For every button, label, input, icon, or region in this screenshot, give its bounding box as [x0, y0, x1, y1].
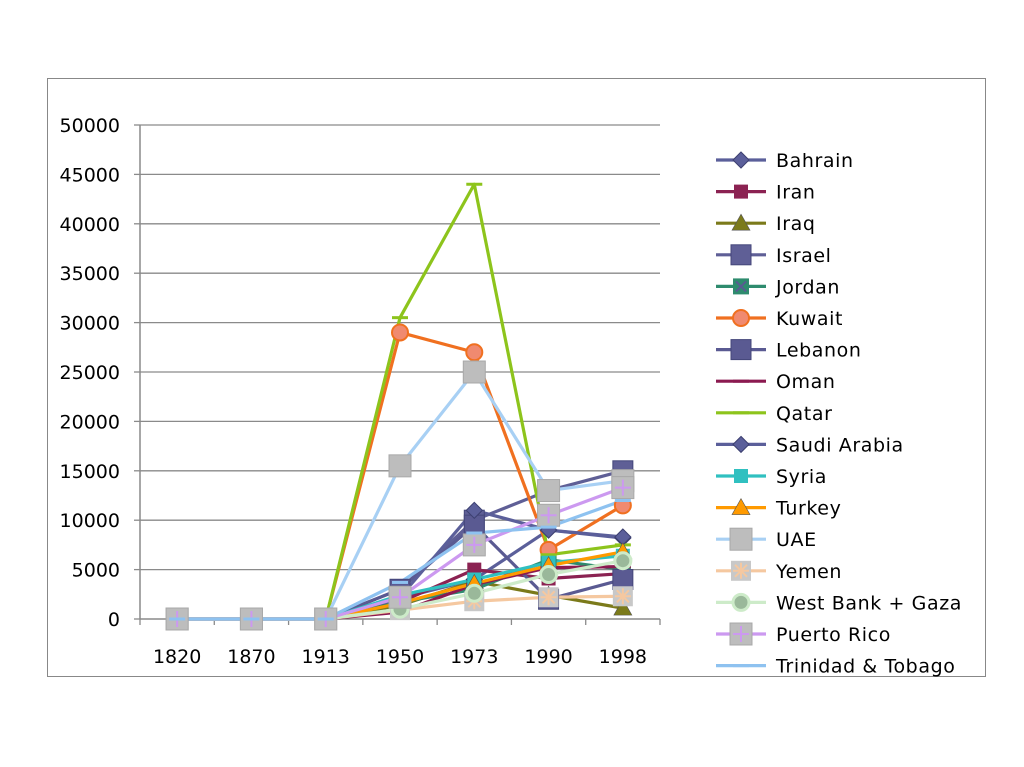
- y-tick-label: 30000: [60, 313, 120, 335]
- legend-swatch-marker: [733, 278, 749, 295]
- legend-label: Israel: [776, 245, 832, 267]
- data-point-yemen: [538, 587, 559, 608]
- data-point-puerto-rico: [611, 476, 635, 500]
- x-tick-label: 1973: [450, 646, 498, 668]
- y-tick-label: 40000: [60, 214, 120, 236]
- data-point-west-bank-gaza: [464, 583, 484, 603]
- data-point-puerto-rico: [537, 503, 561, 527]
- legend-swatch-marker: [734, 469, 748, 483]
- x-tick-label: 1990: [524, 646, 572, 668]
- legend-label: UAE: [776, 529, 817, 551]
- series-markers: [165, 182, 635, 631]
- legend-label: Saudi Arabia: [776, 434, 904, 456]
- legend-item-jordan: Jordan: [716, 276, 840, 298]
- legend-swatch-marker: [731, 497, 751, 515]
- legend-item-lebanon: Lebanon: [716, 339, 862, 362]
- legend-swatch-marker: [732, 309, 750, 327]
- legend-swatch-marker: [731, 560, 751, 581]
- legend-label: Oman: [776, 371, 836, 393]
- legend: Bahrain Iran Iraq Israel Jordan Kuwait Lebanon…: [716, 150, 962, 678]
- legend-swatch-marker: [730, 244, 752, 266]
- data-point-uae: [388, 454, 412, 478]
- legend-item-saudi-arabia: Saudi Arabia: [716, 434, 904, 456]
- legend-label: Trinidad & Tobago: [775, 656, 955, 678]
- y-tick-label: 5000: [72, 560, 120, 582]
- legend-label: Iran: [776, 182, 816, 204]
- x-tick-label: 1998: [599, 646, 647, 668]
- data-point-west-bank-gaza: [539, 565, 559, 585]
- legend-swatch-marker: [731, 592, 751, 612]
- legend-label: Iraq: [776, 213, 816, 235]
- data-point-kuwait: [391, 323, 409, 342]
- legend-label: West Bank + Gaza: [776, 592, 962, 614]
- y-tick-label: 25000: [60, 362, 120, 384]
- data-point-puerto-rico: [388, 585, 412, 609]
- x-tick-label: 1950: [376, 646, 424, 668]
- line-chart: 0 5000 10000 15000 20000 25000 30000 35000 40000…: [60, 115, 962, 678]
- legend-swatch-marker: [732, 151, 750, 169]
- legend-label: Turkey: [775, 498, 841, 520]
- legend-swatch-marker: [731, 213, 751, 231]
- data-point-saudi-arabia: [465, 501, 483, 520]
- legend-item-west-bank-gaza: West Bank + Gaza: [716, 592, 962, 614]
- legend-label: Bahrain: [776, 150, 854, 172]
- chart-frame: 0 5000 10000 15000 20000 25000 30000 35000 40000…: [47, 78, 986, 678]
- legend-label: Yemen: [775, 561, 842, 583]
- y-tick-label: 20000: [60, 411, 120, 433]
- y-tick-label: 45000: [60, 164, 120, 186]
- legend-swatch-marker: [734, 184, 748, 199]
- legend-item-kuwait: Kuwait: [716, 308, 843, 330]
- legend-item-syria: Syria: [716, 466, 827, 488]
- legend-item-iraq: Iraq: [716, 213, 816, 235]
- y-tick-label: 10000: [60, 510, 120, 532]
- legend-swatch-marker: [729, 527, 753, 551]
- legend-item-iran: Iran: [716, 182, 816, 204]
- legend-label: Lebanon: [776, 340, 862, 362]
- data-point-puerto-rico: [462, 533, 486, 557]
- x-tick-label: 1820: [153, 646, 201, 668]
- axes: 0 5000 10000 15000 20000 25000 30000 35000 40000…: [60, 115, 661, 668]
- data-point-uae: [537, 479, 561, 503]
- x-tick-label: 1870: [227, 646, 275, 668]
- y-tick-label: 0: [108, 609, 120, 631]
- data-point-yemen: [612, 586, 633, 607]
- data-point-uae: [462, 360, 486, 384]
- legend-item-trinidad-tobago: Trinidad & Tobago: [716, 656, 955, 678]
- legend-swatch-marker: [732, 435, 750, 454]
- x-tick-label: 1913: [302, 646, 350, 668]
- legend-item-puerto-rico: Puerto Rico: [716, 622, 891, 646]
- legend-item-yemen: Yemen: [716, 560, 842, 583]
- legend-swatch-marker: [729, 622, 753, 646]
- legend-label: Syria: [776, 466, 827, 488]
- y-tick-label: 35000: [60, 263, 120, 285]
- data-point-west-bank-gaza: [613, 551, 633, 571]
- legend-label: Puerto Rico: [776, 624, 891, 646]
- legend-item-bahrain: Bahrain: [716, 150, 854, 172]
- legend-item-uae: UAE: [716, 527, 817, 551]
- y-tick-label: 50000: [60, 115, 120, 137]
- legend-label: Qatar: [776, 403, 833, 425]
- legend-label: Kuwait: [776, 308, 843, 330]
- y-tick-label: 15000: [60, 461, 120, 483]
- legend-item-turkey: Turkey: [716, 498, 841, 520]
- legend-item-qatar: Qatar: [716, 403, 833, 425]
- legend-label: Jordan: [775, 276, 840, 298]
- legend-item-oman: Oman: [716, 371, 836, 393]
- legend-item-israel: Israel: [716, 244, 832, 267]
- data-point-iraq: [613, 598, 633, 616]
- legend-swatch-marker: [730, 339, 752, 361]
- data-point-kuwait: [465, 343, 484, 362]
